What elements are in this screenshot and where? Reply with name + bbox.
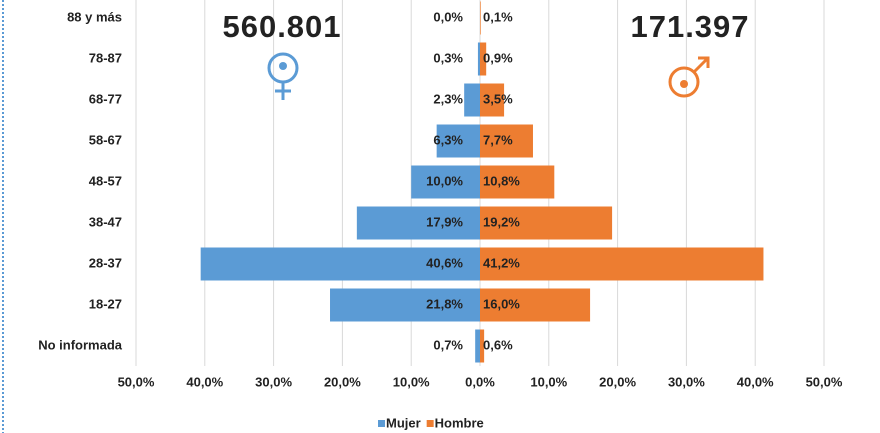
data-label: 2,3% — [433, 91, 463, 106]
data-label: 6,3% — [433, 132, 463, 147]
bar — [475, 329, 480, 363]
x-tick-label: 10,0% — [393, 374, 430, 389]
bar — [356, 206, 480, 240]
x-tick-label: 30,0% — [668, 374, 705, 389]
bar — [480, 288, 591, 322]
bar — [200, 247, 480, 281]
bar — [480, 83, 505, 117]
x-tick-label: 0,0% — [465, 374, 495, 389]
y-tick-label: 88 y más — [67, 9, 122, 24]
bar — [411, 165, 480, 199]
bar — [480, 1, 481, 35]
data-label: 10,8% — [483, 173, 520, 188]
data-label: 7,7% — [483, 132, 513, 147]
data-label: 3,5% — [483, 91, 513, 106]
data-label: 0,6% — [483, 337, 513, 352]
y-tick-label: 68-77 — [89, 91, 122, 106]
y-tick-label: 78-87 — [89, 50, 122, 65]
data-label: 19,2% — [483, 214, 520, 229]
bar — [436, 124, 480, 158]
legend-label: Mujer — [386, 415, 421, 430]
legend-label: Hombre — [435, 415, 484, 430]
y-tick-label: 28-37 — [89, 255, 122, 270]
legend-swatch — [378, 420, 385, 427]
bar — [477, 42, 480, 76]
data-label: 17,9% — [426, 214, 463, 229]
bar — [480, 206, 613, 240]
y-tick-label: No informada — [38, 337, 123, 352]
x-tick-label: 30,0% — [255, 374, 292, 389]
data-label: 21,8% — [426, 296, 463, 311]
data-label: 0,3% — [433, 50, 463, 65]
bar — [480, 329, 485, 363]
data-label: 10,0% — [426, 173, 463, 188]
bar — [480, 42, 487, 76]
data-label: 0,1% — [483, 9, 513, 24]
y-tick-label: 38-47 — [89, 214, 122, 229]
female-icon — [267, 52, 299, 100]
female-total: 560.801 — [222, 9, 341, 44]
x-tick-label: 50,0% — [118, 374, 155, 389]
male-total: 171.397 — [630, 9, 749, 44]
data-label: 0,0% — [433, 9, 463, 24]
bars — [200, 1, 764, 363]
x-tick-label: 20,0% — [324, 374, 361, 389]
legend-swatch — [426, 420, 434, 427]
data-label: 16,0% — [483, 296, 520, 311]
x-tick-label: 40,0% — [186, 374, 223, 389]
male-icon — [668, 56, 710, 98]
bar — [480, 124, 533, 158]
bar — [464, 83, 480, 117]
data-label: 0,7% — [433, 337, 463, 352]
bar — [330, 288, 480, 322]
x-tick-label: 40,0% — [737, 374, 774, 389]
data-label: 41,2% — [483, 255, 520, 270]
y-tick-label: 58-67 — [89, 132, 122, 147]
y-tick-label: 18-27 — [89, 296, 122, 311]
y-tick-label: 48-57 — [89, 173, 122, 188]
bar — [480, 165, 555, 199]
data-label: 40,6% — [426, 255, 463, 270]
bar — [480, 247, 764, 281]
x-tick-label: 20,0% — [599, 374, 636, 389]
x-tick-label: 10,0% — [530, 374, 567, 389]
data-label: 0,9% — [483, 50, 513, 65]
x-tick-label: 50,0% — [806, 374, 843, 389]
